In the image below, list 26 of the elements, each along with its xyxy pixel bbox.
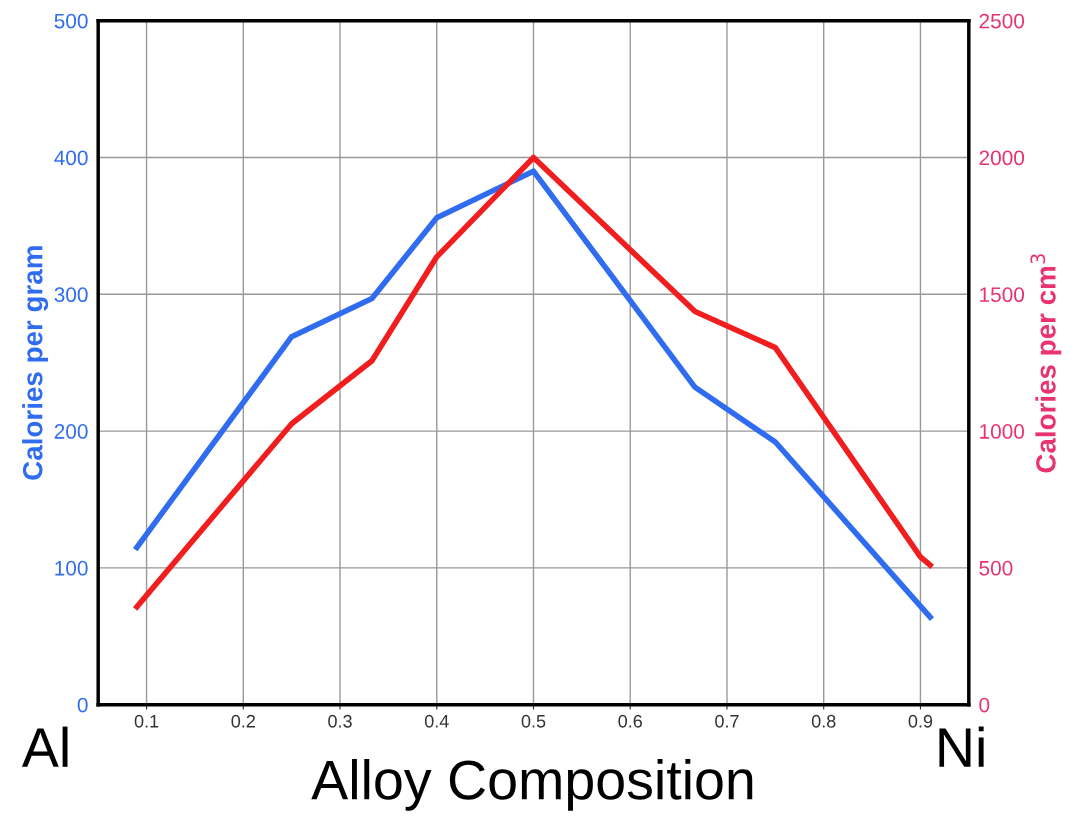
- y2-tick-label: 1500: [980, 287, 1025, 303]
- x-tick-label: 0.6: [618, 714, 642, 728]
- x-tick-label: 0.9: [908, 714, 933, 728]
- y-tick-label: 300: [54, 287, 88, 303]
- y2-tick-label: 2500: [979, 13, 1025, 29]
- y2-tick-label: 0: [979, 697, 990, 713]
- x-tick-label: 0.7: [715, 714, 739, 728]
- y-tick-label: 400: [54, 150, 88, 166]
- y2-axis-title: Calories per cm$^{3}$: [1030, 254, 1062, 473]
- y2-tick-label: 2000: [979, 150, 1025, 166]
- x-tick-label: 0.2: [231, 714, 255, 728]
- x-tick-label: 0.5: [521, 714, 546, 728]
- y-axis-title: Calories per gram: [22, 246, 49, 480]
- x-axis-title: Alloy Composition: [311, 758, 753, 811]
- x-tick-label: 0.3: [328, 714, 352, 728]
- y-tick-label: 0: [77, 697, 88, 713]
- x-tick-label: 0.1: [134, 714, 159, 728]
- y2-tick-label: 1000: [980, 424, 1025, 439]
- y-tick-label: 100: [55, 560, 88, 576]
- y-tick-label: 200: [54, 424, 88, 439]
- x-tick-label: 0.8: [811, 714, 836, 728]
- text: Ni: [939, 726, 984, 767]
- x-tick-label: 0.4: [424, 714, 449, 728]
- text: Al: [21, 726, 68, 767]
- y2-tick-label: 500: [979, 560, 1013, 576]
- y-tick-label: 500: [54, 13, 88, 29]
